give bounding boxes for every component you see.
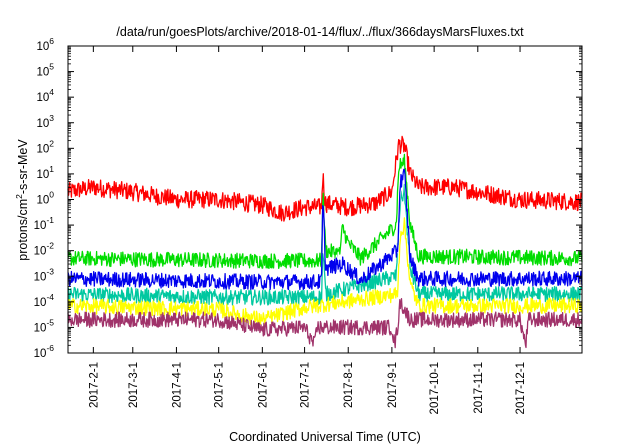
y-tick-label: 103 <box>36 113 54 130</box>
y-axis-label-base: protons/cm <box>16 199 30 261</box>
y-tick-label: 10-4 <box>34 292 55 309</box>
y-tick-label-base: 10 <box>34 220 47 232</box>
y-axis-label-sup: 2 <box>14 194 24 199</box>
y-tick-label-base: 10 <box>36 118 49 130</box>
y-tick-label-base: 10 <box>34 297 47 309</box>
y-tick-label-exp: -4 <box>46 292 54 302</box>
y-tick-label-exp: 3 <box>49 113 54 123</box>
y-tick-label: 10-5 <box>34 317 55 334</box>
y-tick-label: 10-3 <box>34 266 55 283</box>
x-tick-label: 2017-9-1 <box>387 362 399 408</box>
y-tick-label-base: 10 <box>34 246 47 258</box>
y-axis-label: protons/cm2-s-sr-MeV <box>14 139 30 261</box>
y-axis: 10-610-510-410-310-210-11001011021031041… <box>34 36 582 360</box>
x-tick-label: 2017-6-1 <box>257 362 269 408</box>
x-tick-label: 2017-8-1 <box>343 362 355 408</box>
x-tick-label: 2017-5-1 <box>214 362 226 408</box>
y-tick-label-exp: -3 <box>46 266 54 276</box>
y-tick-label-base: 10 <box>36 195 49 207</box>
y-tick-label: 101 <box>36 164 54 181</box>
y-tick-label-exp: -1 <box>46 215 54 225</box>
y-tick-label: 100 <box>36 190 54 207</box>
y-tick-label: 10-2 <box>34 241 55 258</box>
y-tick-label-exp: 6 <box>49 36 54 46</box>
y-tick-label: 105 <box>36 62 54 79</box>
series-layer <box>67 135 583 349</box>
series-line-5 <box>67 168 583 291</box>
x-tick-label: 2017-7-1 <box>300 362 312 408</box>
y-tick-label: 104 <box>36 87 54 104</box>
series-line-1 <box>67 135 583 222</box>
y-tick-label-exp: 2 <box>49 138 54 148</box>
y-tick-label-base: 10 <box>36 41 49 53</box>
y-tick-label-base: 10 <box>34 322 47 334</box>
x-tick-label: 2017-2-1 <box>88 362 100 408</box>
y-tick-label-exp: 0 <box>49 190 54 200</box>
x-tick-label: 2017-12-1 <box>515 362 527 414</box>
y-tick-label-base: 10 <box>36 143 49 155</box>
x-axis-label: Coordinated Universal Time (UTC) <box>229 430 421 444</box>
y-tick-label-base: 10 <box>36 169 49 181</box>
y-tick-label: 102 <box>36 138 54 155</box>
y-tick-label-exp: 1 <box>49 164 54 174</box>
y-tick-label-base: 10 <box>36 92 49 104</box>
chart-title: /data/run/goesPlots/archive/2018-01-14/f… <box>116 25 524 39</box>
y-tick-label-base: 10 <box>34 348 47 360</box>
y-axis-label-rest: -s-sr-MeV <box>16 139 30 195</box>
y-tick-label-exp: -2 <box>46 241 54 251</box>
x-axis: 2017-2-1 2017-3-1 2017-4-1 2017-5-1 2017-6-1… <box>88 46 527 414</box>
y-tick-label: 10-6 <box>34 343 55 360</box>
y-tick-label-exp: -5 <box>46 317 54 327</box>
series-line-6 <box>67 217 583 327</box>
y-tick-label-exp: -6 <box>46 343 54 353</box>
x-tick-label: 2017-4-1 <box>171 362 183 408</box>
x-tick-label: 2017-10-1 <box>429 362 441 414</box>
x-tick-label: 2017-3-1 <box>128 362 140 408</box>
y-tick-label-exp: 4 <box>49 87 54 97</box>
y-tick-label: 10-1 <box>34 215 55 232</box>
series-line-7 <box>67 298 583 349</box>
y-tick-label-base: 10 <box>34 271 47 283</box>
y-tick-label-exp: 5 <box>49 62 54 72</box>
y-tick-label-base: 10 <box>36 67 49 79</box>
x-tick-label: 2017-11-1 <box>473 362 485 414</box>
y-tick-label: 106 <box>36 36 54 53</box>
